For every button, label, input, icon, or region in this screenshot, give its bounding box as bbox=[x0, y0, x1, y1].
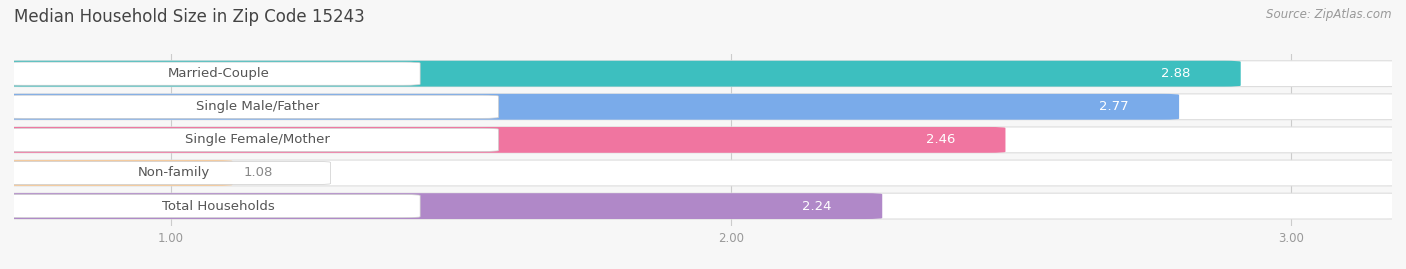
Text: Married-Couple: Married-Couple bbox=[167, 67, 270, 80]
FancyBboxPatch shape bbox=[3, 127, 1403, 153]
FancyBboxPatch shape bbox=[3, 61, 1403, 87]
Text: 2.77: 2.77 bbox=[1099, 100, 1129, 113]
FancyBboxPatch shape bbox=[3, 160, 232, 186]
Text: Single Female/Mother: Single Female/Mother bbox=[186, 133, 330, 146]
FancyBboxPatch shape bbox=[3, 193, 882, 219]
FancyBboxPatch shape bbox=[6, 95, 499, 118]
Text: Median Household Size in Zip Code 15243: Median Household Size in Zip Code 15243 bbox=[14, 8, 364, 26]
FancyBboxPatch shape bbox=[3, 61, 1240, 87]
FancyBboxPatch shape bbox=[6, 128, 499, 151]
FancyBboxPatch shape bbox=[6, 62, 420, 85]
FancyBboxPatch shape bbox=[3, 94, 1180, 120]
FancyBboxPatch shape bbox=[3, 160, 1403, 186]
FancyBboxPatch shape bbox=[3, 193, 1403, 219]
FancyBboxPatch shape bbox=[3, 94, 1403, 120]
FancyBboxPatch shape bbox=[3, 127, 1005, 153]
Text: Non-family: Non-family bbox=[138, 167, 209, 179]
Text: 2.24: 2.24 bbox=[803, 200, 832, 213]
Text: 2.88: 2.88 bbox=[1161, 67, 1191, 80]
FancyBboxPatch shape bbox=[6, 161, 330, 185]
Text: Total Households: Total Households bbox=[162, 200, 276, 213]
Text: 1.08: 1.08 bbox=[243, 167, 273, 179]
Text: 2.46: 2.46 bbox=[925, 133, 955, 146]
Text: Single Male/Father: Single Male/Father bbox=[195, 100, 319, 113]
Text: Source: ZipAtlas.com: Source: ZipAtlas.com bbox=[1267, 8, 1392, 21]
FancyBboxPatch shape bbox=[6, 194, 420, 218]
